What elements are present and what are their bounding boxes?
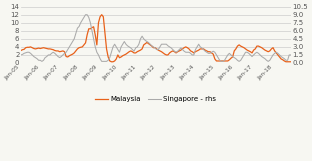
Malaysia (176, 51, 179, 53)
Malaysia (19, 50, 23, 52)
Singapore - rhs (40, 60, 44, 62)
Malaysia (289, 61, 293, 63)
Singapore - rhs (84, 14, 87, 16)
Malaysia (97, 22, 100, 24)
Malaysia (110, 61, 113, 63)
Singapore - rhs (69, 43, 73, 45)
Singapore - rhs (181, 49, 184, 51)
Singapore - rhs (19, 54, 23, 56)
Singapore - rhs (237, 60, 241, 62)
Malaysia (181, 48, 184, 50)
Singapore - rhs (115, 46, 118, 48)
Singapore - rhs (100, 60, 104, 62)
Line: Singapore - rhs: Singapore - rhs (21, 15, 291, 61)
Malaysia (115, 58, 118, 60)
Line: Malaysia: Malaysia (21, 15, 291, 62)
Malaysia (237, 44, 241, 46)
Malaysia (100, 14, 104, 16)
Singapore - rhs (176, 50, 179, 52)
Legend: Malaysia, Singapore - rhs: Malaysia, Singapore - rhs (93, 94, 219, 105)
Singapore - rhs (289, 54, 293, 56)
Malaysia (67, 55, 71, 57)
